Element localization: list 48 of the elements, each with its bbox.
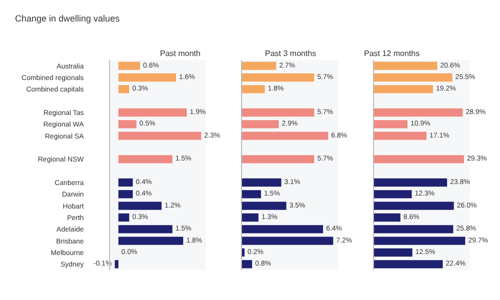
bar [374, 178, 448, 187]
bar [118, 225, 172, 234]
bar [118, 213, 130, 222]
bar [242, 248, 245, 257]
bar [374, 120, 408, 128]
bar [118, 190, 133, 198]
bar [118, 62, 140, 70]
bar [242, 120, 279, 128]
bar [374, 260, 443, 268]
bar [374, 132, 427, 140]
bar [242, 73, 314, 82]
bar [118, 132, 202, 140]
bar [242, 225, 324, 234]
bar [374, 85, 433, 94]
bar [118, 202, 162, 210]
bar [242, 178, 282, 187]
bar [242, 132, 328, 140]
bar [374, 62, 438, 70]
bar [242, 260, 252, 268]
bar [242, 236, 334, 245]
bar [118, 108, 187, 117]
bar [118, 85, 130, 94]
bar [242, 85, 265, 94]
bar [242, 202, 286, 210]
bar [242, 62, 276, 70]
bar [374, 236, 466, 245]
bar [374, 248, 412, 257]
bar [374, 202, 454, 210]
bar [374, 190, 412, 198]
bar [118, 155, 172, 164]
bar [118, 236, 184, 245]
bar [374, 108, 463, 117]
chart-subtitle: Past month [160, 49, 200, 58]
chart-subtitle: Past 3 months [265, 49, 316, 58]
bar [118, 120, 136, 128]
bar [114, 260, 118, 268]
bar [374, 225, 454, 234]
bar [242, 213, 258, 222]
bar [242, 190, 261, 198]
bar [118, 73, 176, 82]
bar [118, 178, 133, 187]
bar [242, 155, 314, 164]
chart-title: Change in dwelling values [15, 13, 120, 24]
chart-subtitle: Past 12 months [364, 49, 420, 58]
bar [242, 108, 314, 117]
bar [374, 213, 400, 222]
bar [374, 155, 464, 164]
bar [374, 73, 452, 82]
